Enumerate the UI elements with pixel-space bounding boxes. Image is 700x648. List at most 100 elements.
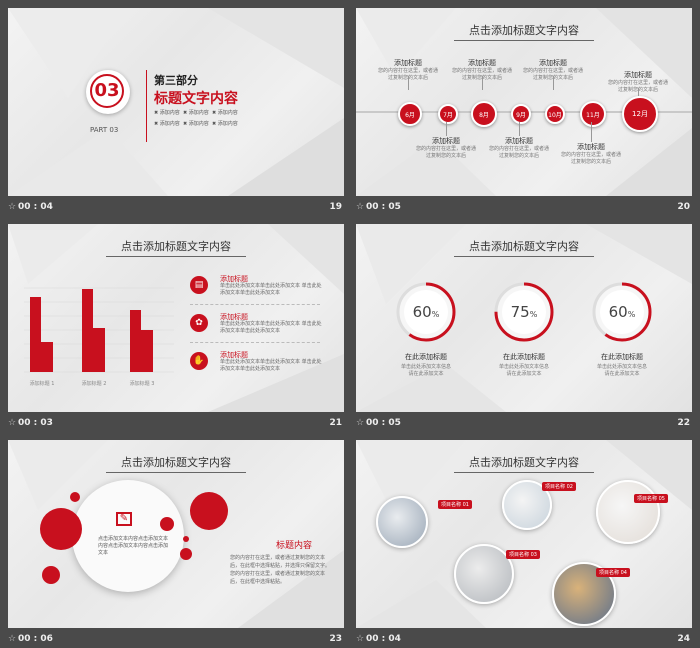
connector bbox=[638, 88, 639, 96]
slide-21-info: ☆ 00 : 03 21 bbox=[8, 416, 344, 432]
slide-title: 点击添加标题文字内容 bbox=[469, 240, 579, 253]
slide-number: 24 bbox=[677, 634, 690, 644]
label-title: 添加标题 bbox=[468, 59, 496, 67]
slide-number: 21 bbox=[329, 418, 342, 428]
poly-background bbox=[356, 440, 692, 628]
document-icon: ▤ bbox=[190, 276, 208, 294]
part-label: PART 03 bbox=[90, 126, 119, 134]
section-items: ✖ 添加内容 ✖ 添加内容 ✖ 添加内容 ✖ 添加内容 ✖ 添加内容 ✖ 添加内… bbox=[154, 108, 274, 130]
slide-title: 点击添加标题文字内容 bbox=[121, 456, 231, 469]
slide-22-info: ☆ 00 : 05 22 bbox=[356, 416, 692, 432]
star-icon: ☆ bbox=[8, 202, 17, 212]
bar bbox=[30, 297, 41, 372]
connector bbox=[519, 122, 520, 136]
slide-number: 22 bbox=[677, 418, 690, 428]
connector bbox=[591, 122, 592, 142]
label-desc: 您的内容打在这里，或者通过复制您的文本后 bbox=[560, 152, 621, 165]
gear-icon: ✿ bbox=[190, 314, 208, 332]
timeline-node: 7月 bbox=[438, 104, 458, 124]
gauge-text: 单击此处添加文本信息 请在此添加文本 bbox=[401, 364, 452, 377]
title-underline bbox=[454, 472, 594, 473]
slide-number: 20 bbox=[677, 202, 690, 212]
timeline-top-label: 添加标题 您的内容打在这里，或者通过复制您的文本后 bbox=[450, 58, 514, 82]
bar bbox=[82, 289, 93, 372]
photo-business-people bbox=[454, 544, 514, 604]
timeline-node: 8月 bbox=[471, 101, 497, 127]
label-title: 添加标题 bbox=[432, 137, 460, 145]
project-tag: 项目名称 02 bbox=[542, 482, 576, 491]
list-item: ✖ 添加内容 bbox=[182, 110, 209, 116]
gauge-inner bbox=[404, 290, 448, 334]
slide-20[interactable]: 点击添加标题文字内容 6月 7月 8月 9月 10月 11月 12月 添加标题 您的内容打在这里… bbox=[356, 8, 692, 196]
section-subheading: 标题文字内容 bbox=[154, 91, 238, 107]
slide-24[interactable]: 点击添加标题文字内容 项目名称 01 项目名称 02 项目名称 03 项目名称 04 项… bbox=[356, 440, 692, 628]
main-circle bbox=[72, 480, 184, 592]
label-title: 添加标题 bbox=[577, 143, 605, 151]
content-paragraph: 您的内容打在这里，或者通过复制您的文本后，在此框中选择粘贴，并选择只保留文字。您… bbox=[230, 555, 331, 585]
project-tag: 项目名称 05 bbox=[634, 494, 668, 503]
edit-icon: ✎ bbox=[116, 512, 132, 526]
red-dot-top bbox=[70, 492, 80, 502]
poly-background bbox=[8, 440, 344, 628]
gauge bbox=[494, 282, 554, 342]
gauge-value: 75% bbox=[510, 303, 538, 321]
label-title: 添加标题 bbox=[539, 59, 567, 67]
item-title: 添加标题 bbox=[220, 351, 248, 359]
red-dot-small bbox=[42, 566, 60, 584]
item-divider bbox=[190, 342, 320, 343]
gauge-inner bbox=[502, 290, 546, 334]
list-item: ✖ 添加内容 bbox=[211, 110, 238, 116]
connector bbox=[408, 76, 409, 90]
slide-23[interactable]: 点击添加标题文字内容 ✎ 点击添加文本内容点击添加文本内容点击添加文本内容点击添… bbox=[8, 440, 344, 628]
slide-21[interactable]: 点击添加标题文字内容 添加标题 1 添加标题 2 添加标题 3 ▤ 添加标题 单击此处添… bbox=[8, 224, 344, 412]
photo-handshake bbox=[596, 480, 660, 544]
list-item: ✖ 添加内容 bbox=[154, 121, 180, 127]
star-icon: ☆ bbox=[356, 202, 365, 212]
section-heading: 第三部分 bbox=[154, 74, 198, 87]
gauge-label: 在此添加标题 bbox=[405, 353, 447, 361]
timeline-bottom-label: 添加标题 您的内容打在这里，或者通过复制您的文本后 bbox=[414, 136, 478, 160]
poly-background bbox=[8, 8, 344, 196]
star-icon: ☆ bbox=[356, 634, 365, 644]
label-desc: 您的内容打在这里，或者通过复制您的文本后 bbox=[607, 80, 668, 93]
gauge-label: 在此添加标题 bbox=[601, 353, 643, 361]
bar bbox=[141, 330, 153, 372]
section-badge-ring bbox=[90, 74, 124, 108]
gauge-inner bbox=[600, 290, 644, 334]
connector bbox=[482, 76, 483, 90]
red-dot-large-right bbox=[190, 492, 228, 530]
label-desc: 您的内容打在这里，或者通过复制您的文本后 bbox=[488, 146, 549, 159]
slide-title: 点击添加标题文字内容 bbox=[121, 240, 231, 253]
item-title: 添加标题 bbox=[220, 275, 248, 283]
section-number: 03 bbox=[94, 80, 120, 101]
slide-24-info: ☆ 00 : 04 24 bbox=[356, 632, 692, 648]
label-desc: 您的内容打在这里，或者通过复制您的文本后 bbox=[377, 68, 438, 81]
slide-22[interactable]: 点击添加标题文字内容 60% 在此添加标题单击此处添加文本信息 请在此添加文本 75… bbox=[356, 224, 692, 412]
tick-label: 添加标题 2 bbox=[82, 380, 107, 387]
bar bbox=[93, 328, 105, 372]
gauge bbox=[592, 282, 652, 342]
slide-19-info: ☆ 00 : 04 19 bbox=[8, 200, 344, 216]
slide-number: 19 bbox=[329, 202, 342, 212]
slide-19[interactable]: 03 PART 03 第三部分 标题文字内容 ✖ 添加内容 ✖ 添加内容 ✖ 添… bbox=[8, 8, 344, 196]
photo-meeting bbox=[376, 496, 428, 548]
connector bbox=[553, 76, 554, 90]
label-title: 添加标题 bbox=[394, 59, 422, 67]
poly-background bbox=[8, 224, 344, 412]
content-heading: 标题内容 bbox=[276, 541, 313, 551]
project-tag: 项目名称 04 bbox=[596, 568, 630, 577]
gauge-text: 单击此处添加文本信息 请在此添加文本 bbox=[597, 364, 648, 377]
gauge-fill bbox=[494, 282, 554, 342]
slide-number: 23 bbox=[329, 634, 342, 644]
star-icon: ☆ bbox=[8, 634, 17, 644]
timeline-bottom-label: 添加标题 您的内容打在这里，或者通过复制您的文本后 bbox=[559, 142, 623, 166]
list-item: ✖ 添加内容 bbox=[182, 121, 209, 127]
project-tag: 项目名称 01 bbox=[438, 500, 472, 509]
poly-background bbox=[356, 8, 692, 196]
label-desc: 您的内容打在这里，或者通过复制您的文本后 bbox=[451, 68, 512, 81]
slide-23-info: ☆ 00 : 06 23 bbox=[8, 632, 344, 648]
gauge-value: 60% bbox=[412, 303, 440, 321]
gauge-label: 在此添加标题 bbox=[503, 353, 545, 361]
item-text: 单击此处添加文本单击此处添加文本 单击此处添加文本单击此处添加文本 bbox=[220, 359, 322, 372]
bar-chart: 添加标题 1 添加标题 2 添加标题 3 bbox=[24, 287, 174, 387]
